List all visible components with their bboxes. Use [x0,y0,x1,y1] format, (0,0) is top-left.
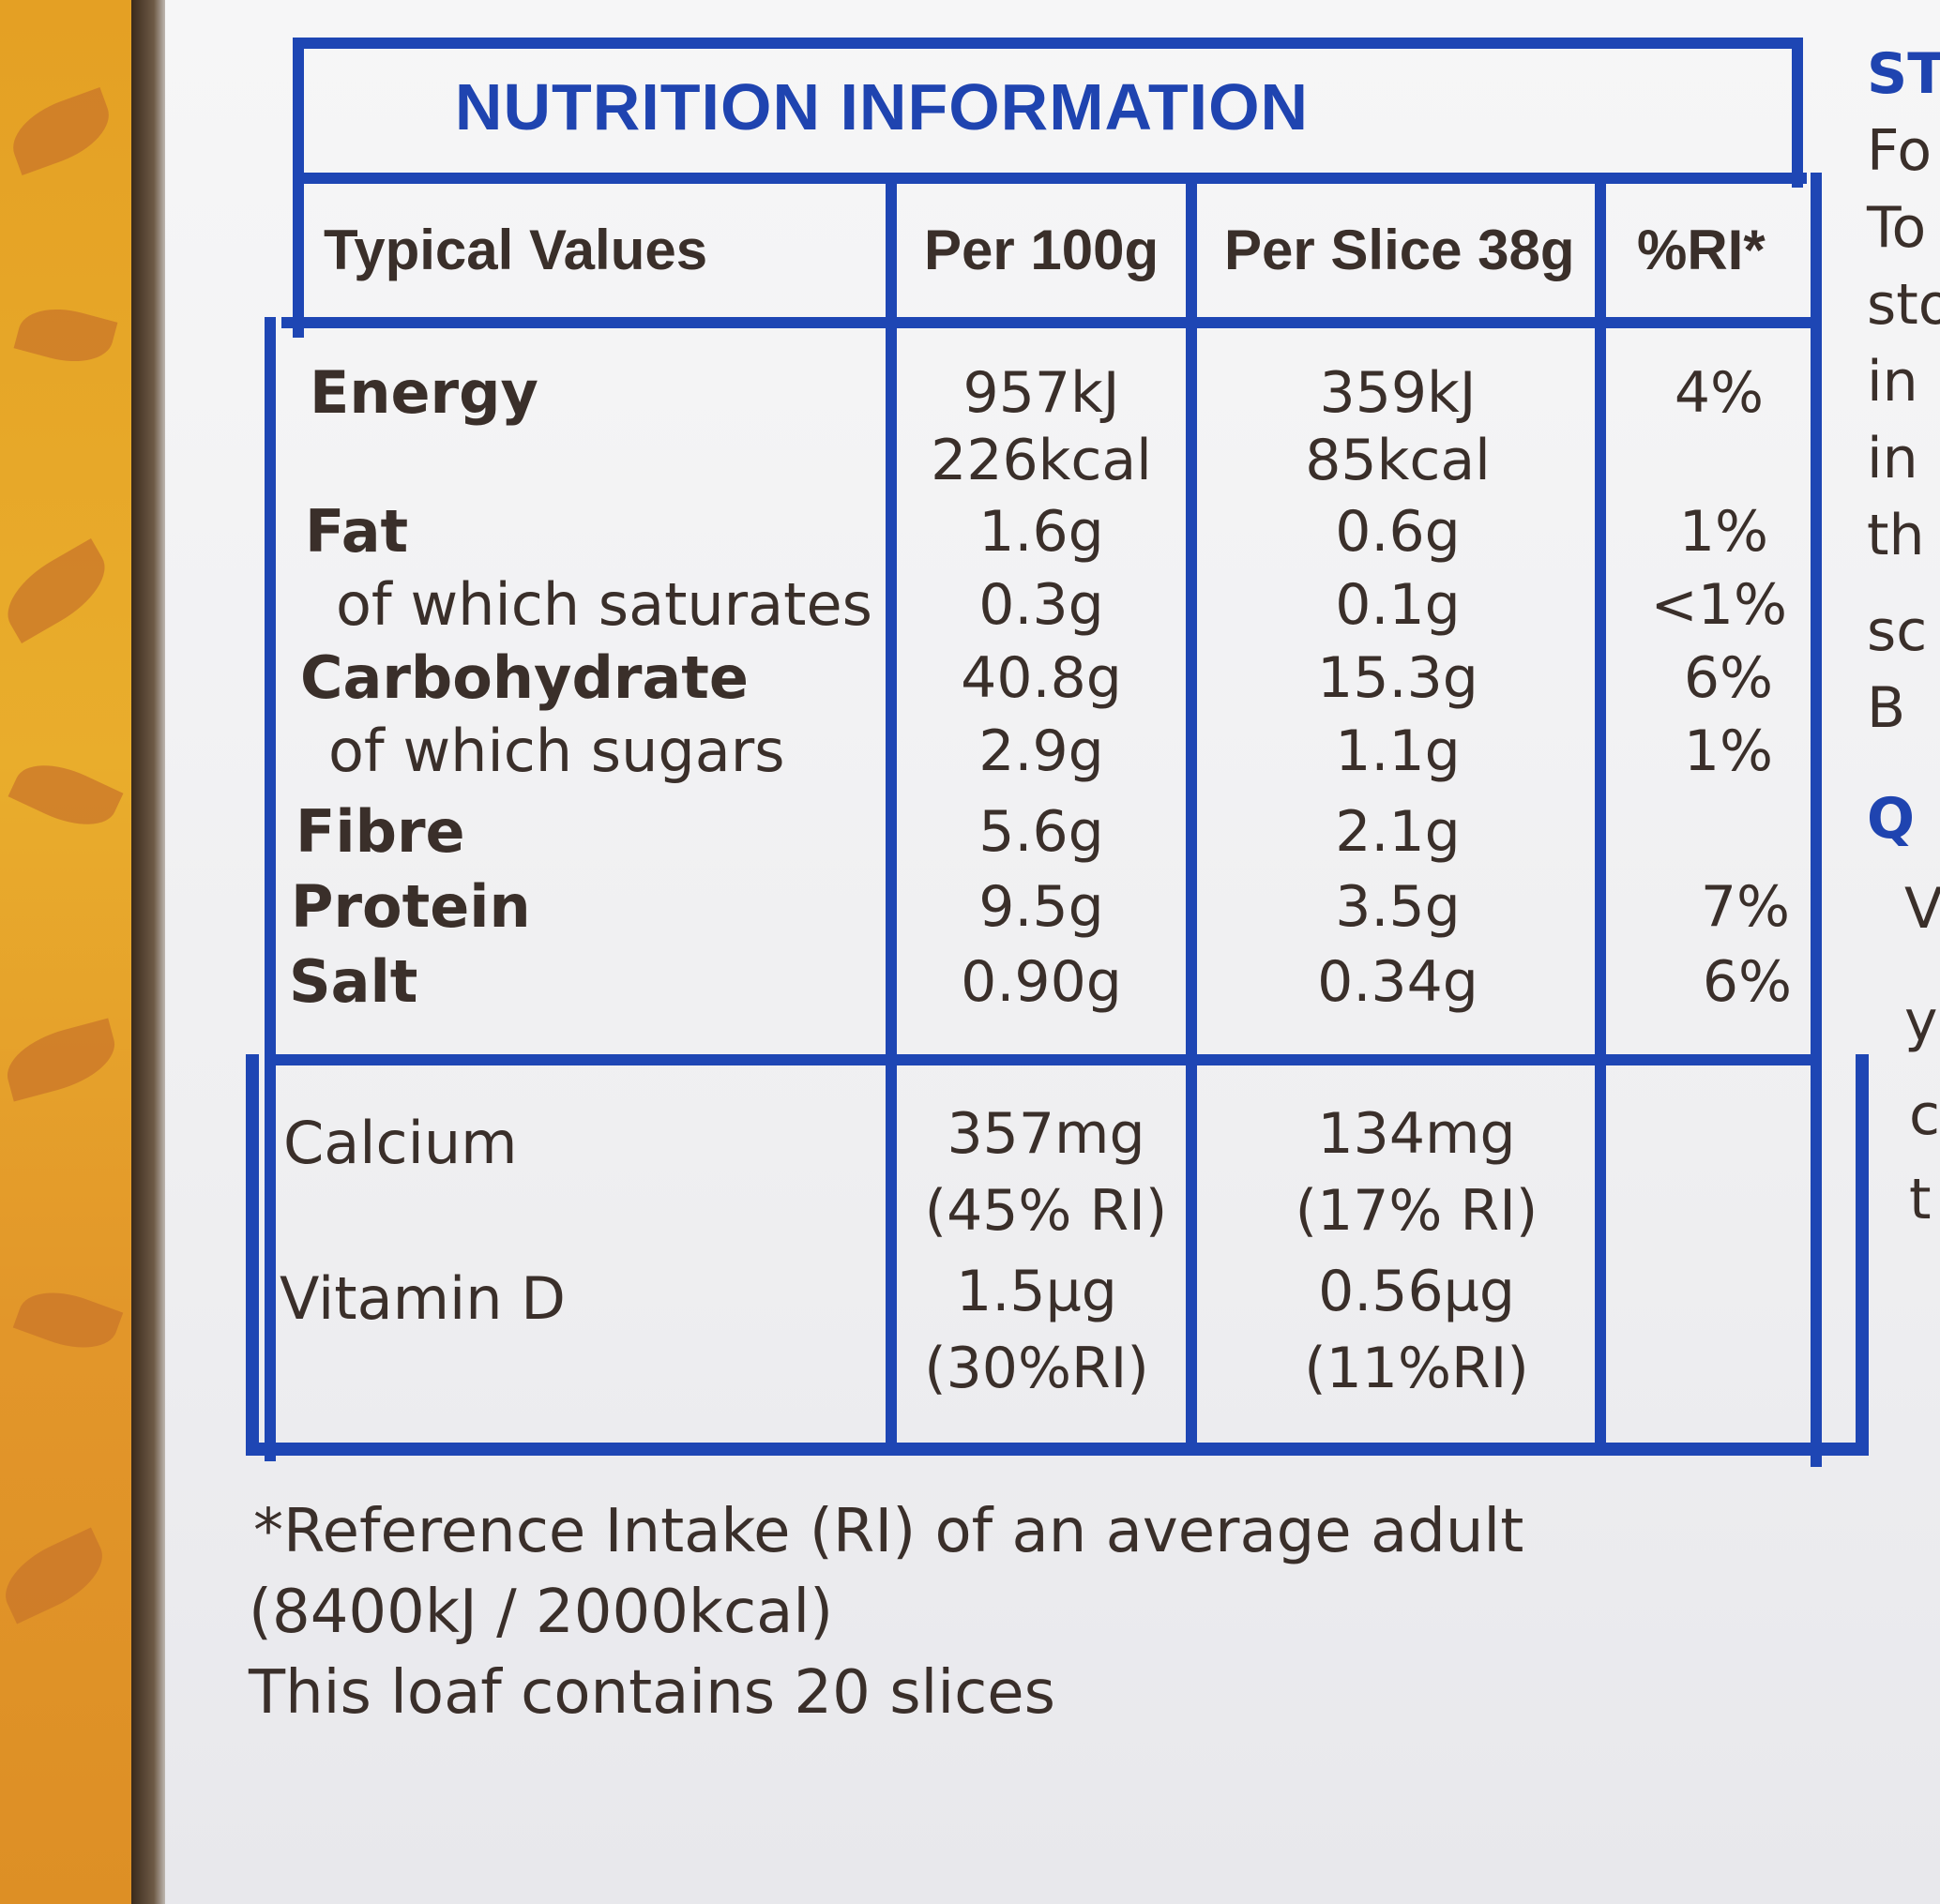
side-text-line: th [1867,503,1925,568]
table-border [246,1443,1869,1456]
header-per-100g: Per 100g [924,219,1159,281]
per100-value: 1.6g [978,499,1104,565]
side-text-line: y [1904,989,1938,1054]
per-slice-value: 0.34g [1317,949,1478,1015]
vitamin-d-per-slice: 0.56µg [1318,1259,1515,1324]
table-border [293,38,304,338]
table-border [296,38,1802,49]
row-label: of which sugars [328,717,785,785]
vitamin-d-per-slice-ri: (11%RI) [1304,1336,1529,1401]
side-text-line: sc [1867,598,1928,664]
ri-value: 6% [1702,949,1792,1015]
side-text-line: c [1909,1082,1940,1148]
side-text-line: V [1904,876,1940,942]
table-border [281,317,1815,328]
wheat-leaf-graphic [8,749,124,840]
per-slice-value: 3.5g [1335,874,1461,940]
ri-value: <1% [1650,572,1787,638]
wheat-leaf-graphic [0,1018,123,1102]
calcium-per100-ri: (45% RI) [924,1178,1168,1244]
row-label: of which saturates [336,570,872,639]
calcium-per100: 357mg [947,1101,1145,1167]
per-slice-value: 0.6g [1335,499,1461,565]
side-text-line: in [1867,426,1918,491]
wheat-leaf-graphic [13,297,118,373]
table-border [1792,38,1803,188]
per-slice-value: 85kcal [1305,428,1491,493]
per100-value: 226kcal [931,428,1152,493]
table-border [1811,173,1822,1467]
wheat-leaf-graphic [0,1527,115,1624]
ri-value: 7% [1700,874,1790,940]
side-text-line: in [1867,349,1918,415]
per100-value: 2.9g [978,718,1104,784]
row-label: Salt [289,947,418,1016]
table-border [1856,1054,1869,1456]
row-label: Fat [305,497,409,566]
header-per-slice: Per Slice 38g [1224,219,1575,281]
table-title: NUTRITION INFORMATION [454,70,1310,144]
ri-value: 6% [1683,645,1773,711]
table-border [246,1054,259,1456]
ri-value: 4% [1674,360,1764,426]
table-border [293,173,1807,184]
footnote-energy-reference: (8400kJ / 2000kcal) [249,1578,834,1647]
table-border [265,317,276,1461]
footnote-slice-count: This loaf contains 20 slices [249,1658,1055,1728]
side-text-line: Fo [1867,118,1932,184]
header-ri: %RI* [1637,219,1766,281]
side-heading: ST [1867,41,1940,107]
per100-value: 0.90g [961,949,1122,1015]
column-divider [1595,184,1606,1456]
table-border [265,1054,1822,1065]
side-text-line: t [1909,1167,1932,1232]
mineral-label-vitamin-d: Vitamin D [280,1264,566,1333]
per-slice-value: 15.3g [1317,645,1478,711]
packaging-edge [131,0,169,1904]
ri-value: 1% [1678,499,1768,565]
column-divider [886,184,897,1456]
per-slice-value: 359kJ [1319,360,1477,426]
vitamin-d-per100-ri: (30%RI) [924,1336,1149,1401]
per100-value: 5.6g [978,799,1104,865]
per100-value: 9.5g [978,874,1104,940]
row-label: Protein [291,872,531,941]
side-text-line: To [1867,195,1927,261]
side-text-line: sto [1867,272,1940,338]
per100-value: 40.8g [961,645,1122,711]
per-slice-value: 0.1g [1335,572,1461,638]
row-label: Fibre [296,797,465,866]
side-heading: Q [1867,786,1916,852]
calcium-per-slice-ri: (17% RI) [1295,1178,1538,1244]
vitamin-d-per100: 1.5µg [956,1259,1117,1324]
calcium-per-slice: 134mg [1317,1101,1516,1167]
mineral-label-calcium: Calcium [283,1109,518,1177]
per100-value: 0.3g [978,572,1104,638]
per-slice-value: 2.1g [1335,799,1461,865]
wheat-leaf-graphic [0,538,119,643]
per-slice-value: 1.1g [1335,718,1461,784]
row-label: Energy [310,358,538,427]
wheat-leaf-graphic [12,1278,124,1362]
footnote-reference-intake: *Reference Intake (RI) of an average adu… [253,1497,1524,1566]
per100-value: 957kJ [962,360,1120,426]
header-typical-values: Typical Values [324,219,708,281]
ri-value: 1% [1683,718,1773,784]
column-divider [1186,184,1197,1456]
side-text-line: B [1867,675,1906,741]
row-label: Carbohydrate [300,643,749,712]
